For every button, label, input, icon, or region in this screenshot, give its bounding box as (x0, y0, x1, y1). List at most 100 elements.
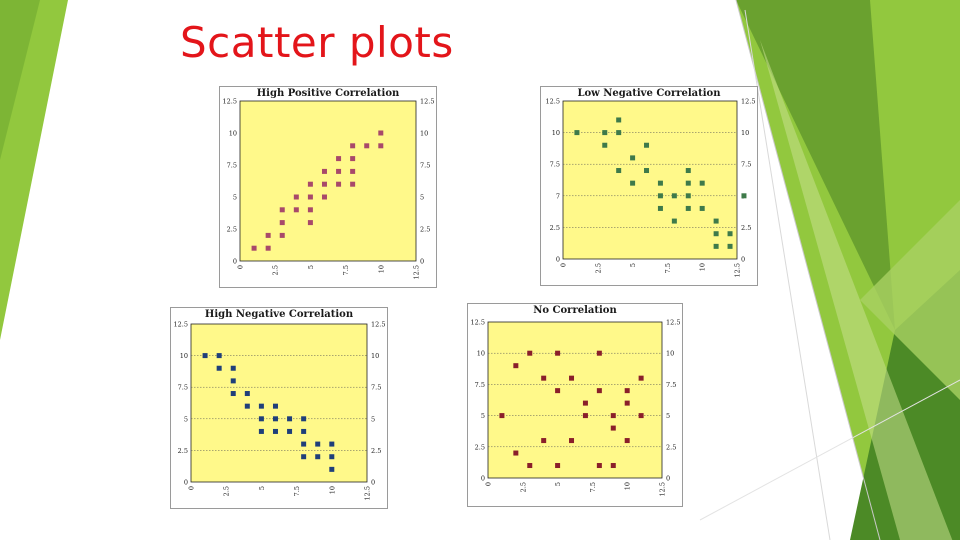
x-tick-label: 10 (699, 263, 707, 271)
y-tick-label-right: 12.5 (741, 98, 755, 106)
data-point (301, 441, 307, 447)
plot-area (562, 100, 738, 260)
data-point (657, 180, 663, 186)
y-tick-label-left: 10 (477, 350, 485, 358)
slide-title: Scatter plots (180, 18, 454, 67)
data-point (279, 207, 285, 213)
y-tick-label-left: 12.5 (546, 98, 560, 106)
data-point (307, 181, 313, 187)
data-point (307, 220, 313, 226)
x-tick-label: 2.5 (519, 482, 527, 492)
data-point (329, 454, 335, 460)
y-tick-label-left: 7.5 (178, 384, 188, 392)
chart-title: Low Negative Correlation (577, 88, 721, 99)
x-tick-label: 0 (188, 486, 196, 490)
data-point (258, 403, 264, 409)
data-point (293, 207, 299, 213)
data-point (624, 438, 630, 444)
scatter-svg: 12.5 12.510 107.5 7.55 52.5 2.50 00 2.5 5 7.5 10 12… (471, 319, 681, 497)
data-point (616, 117, 622, 123)
data-point (671, 193, 677, 199)
data-point (336, 156, 342, 162)
data-point (685, 168, 691, 174)
data-point (230, 365, 236, 371)
y-tick-label-right: 0 (371, 479, 375, 487)
data-point (527, 463, 533, 469)
x-tick-label: 10 (377, 265, 385, 273)
y-tick-label-left: 5 (233, 194, 237, 202)
data-point (644, 168, 650, 174)
y-tick-label-right: 10 (666, 350, 674, 358)
y-tick-label-left: 0 (184, 479, 188, 487)
scatter-svg: 12.512.510107.57.5752.52.50002.557.51012… (546, 98, 756, 278)
x-tick-label: 2.5 (594, 263, 602, 273)
x-tick-label: 10 (328, 486, 336, 494)
y-tick-label-left: 2.5 (550, 224, 560, 232)
data-point (741, 193, 747, 199)
y-tick-label-left: 2.5 (227, 226, 237, 234)
data-point (555, 350, 561, 356)
data-point (638, 375, 644, 381)
data-point (315, 454, 321, 460)
y-tick-label-right: 5 (666, 412, 670, 420)
y-tick-label-right: 2.5 (666, 443, 676, 451)
scatter-svg: 12.5 12.510 107.5 7.55 52.5 2.50 00 2.5 5 7.5 10 12… (223, 98, 435, 280)
x-tick-label: 10 (624, 482, 632, 490)
data-point (272, 403, 278, 409)
data-point (287, 428, 293, 434)
data-point (279, 232, 285, 238)
data-point (685, 205, 691, 211)
data-point (230, 391, 236, 397)
data-point (230, 378, 236, 384)
plot-area (487, 321, 663, 479)
data-point (350, 156, 356, 162)
chart-low-negative-correlation: 12.512.510107.57.5752.52.50002.557.51012… (540, 86, 758, 286)
data-point (569, 438, 575, 444)
x-tick-label: 0 (237, 265, 245, 269)
data-point (272, 428, 278, 434)
y-tick-label-left: 10 (552, 129, 560, 137)
data-point (244, 391, 250, 397)
data-point (685, 180, 691, 186)
data-point (301, 454, 307, 460)
data-point (513, 450, 519, 456)
data-point (616, 168, 622, 174)
data-point (329, 466, 335, 472)
data-point (301, 428, 307, 434)
y-tick-label-left: 2.5 (475, 443, 485, 451)
x-tick-label: 0 (485, 482, 493, 486)
data-point (251, 245, 257, 251)
data-point (265, 245, 271, 251)
data-point (541, 375, 547, 381)
x-tick-label: 5 (307, 265, 315, 269)
data-point (713, 231, 719, 237)
data-point (279, 220, 285, 226)
data-point (336, 168, 342, 174)
data-point (644, 142, 650, 148)
data-point (202, 353, 208, 359)
data-point (630, 180, 636, 186)
y-tick-label-left: 12.5 (174, 321, 188, 329)
y-tick-label-left: 0 (233, 258, 237, 266)
data-point (596, 388, 602, 394)
data-point (527, 350, 533, 356)
data-point (499, 413, 505, 419)
x-tick-label: 7.5 (589, 482, 597, 492)
y-tick-label-left: 10 (229, 130, 237, 138)
data-point (216, 365, 222, 371)
data-point (671, 218, 677, 224)
chart-no-correlation: 12.5 12.5 10 10 7.5 7.5 5 5 2.5 2.5 0 0 0 2.5 5 7.5 10 12… (467, 303, 683, 507)
data-point (244, 403, 250, 409)
data-point (364, 143, 370, 149)
data-point (350, 181, 356, 187)
data-point (713, 243, 719, 249)
y-tick-label-right: 2.5 (371, 447, 381, 455)
data-point (513, 363, 519, 369)
data-point (301, 416, 307, 422)
y-tick-label-right: 5 (371, 415, 375, 423)
data-point (610, 413, 616, 419)
data-point (555, 388, 561, 394)
x-tick-label: 5 (629, 263, 637, 267)
data-point (582, 413, 588, 419)
data-point (321, 168, 327, 174)
